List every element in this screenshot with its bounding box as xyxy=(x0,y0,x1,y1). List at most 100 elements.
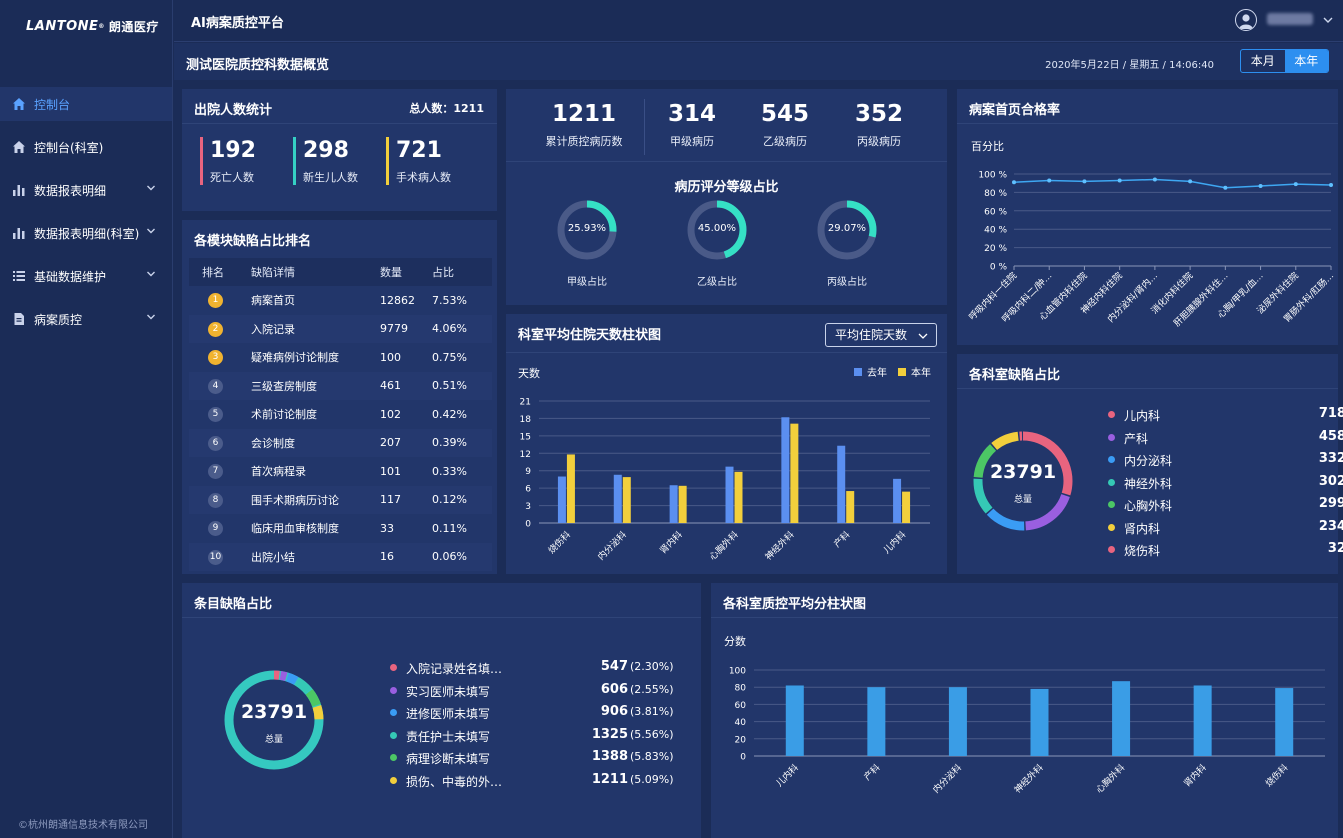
x-tick-label: 儿内科 xyxy=(773,762,801,790)
legend-dot xyxy=(390,664,397,671)
legend-value: 547 xyxy=(600,659,628,674)
card-title: 各模块缺陷占比排名 xyxy=(194,234,312,249)
table-row: 4 三级查房制度 461 0.51% xyxy=(189,371,492,400)
x-tick-label: 神经外科 xyxy=(1012,762,1046,796)
bar-this-year xyxy=(734,471,743,523)
legend-label: 损伤、中毒的外… xyxy=(406,774,503,789)
legend-dot xyxy=(390,709,397,716)
legend-value: 3024 xyxy=(1318,473,1343,489)
chevron-down-icon xyxy=(147,271,155,277)
legend-item: 实习医师未填写 606 (2.55%) xyxy=(390,682,674,699)
y-tick-label: 0 % xyxy=(990,263,1008,273)
defect-rank-table: 排名 缺陷详情 数量 占比 1 病案首页 12862 7.53% 2 入院记录 9779 4.… xyxy=(189,258,492,571)
legend-item: 烧伤科327(1.37%) xyxy=(1108,541,1343,558)
legend-label: 烧伤科 xyxy=(1124,544,1161,558)
legend-item: 责任护士未填写 1325 (5.56%) xyxy=(390,726,674,744)
defect-name: 术前讨论制度 xyxy=(251,408,317,422)
data-point xyxy=(1047,178,1052,183)
stat-deaths: 192 死亡人数 xyxy=(200,137,256,185)
y-tick-label: 100 xyxy=(729,667,746,677)
stat-grade-a: 314 甲级病历 xyxy=(652,101,732,149)
grade-label: 乙级占比 xyxy=(697,277,737,288)
stay-chart-card: 科室平均住院天数柱状图 平均住院天数 天数 去年 本年 0 3 6 9 12 15 18 21 烧伤科… xyxy=(506,314,947,574)
toggle-month[interactable]: 本月 xyxy=(1250,54,1275,68)
toggle-year[interactable]: 本年 xyxy=(1284,50,1328,72)
bar-last-year xyxy=(669,485,678,523)
legend-dot xyxy=(1108,456,1115,463)
sidebar-item-basic-data[interactable]: 基础数据维护 xyxy=(0,259,172,293)
score-chart-card: 各科室质控平均分柱状图 分数 0 20 40 60 80 100 儿内科 产科 内分泌科 神经外科 心… xyxy=(711,583,1338,838)
divider xyxy=(711,617,1338,618)
defect-count: 102 xyxy=(380,407,401,421)
sidebar-item-report[interactable]: 数据报表明细 xyxy=(0,173,172,207)
data-point xyxy=(1188,179,1193,184)
table-row: 8 围手术期病历讨论 117 0.12% xyxy=(189,485,492,514)
divider xyxy=(506,161,947,162)
data-point xyxy=(1012,180,1016,185)
donut-slice xyxy=(973,431,1073,531)
bar-last-year xyxy=(893,478,902,523)
table-row: 3 疑难病例讨论制度 100 0.75% xyxy=(189,343,492,372)
chevron-down-icon xyxy=(147,314,155,320)
rank-badge: 7 xyxy=(208,464,223,480)
stat-bar xyxy=(293,137,296,185)
home-icon xyxy=(12,97,26,111)
legend-item: 内分泌科3325(13.98%) xyxy=(1108,451,1343,468)
legend-value: 3325 xyxy=(1318,451,1343,466)
stat-grade-b: 545 乙级病历 xyxy=(745,101,825,149)
x-tick-label: 心胸外科 xyxy=(707,529,741,563)
defect-count: 33 xyxy=(380,521,394,535)
y-tick-label: 20 xyxy=(735,735,747,745)
chevron-down-icon[interactable] xyxy=(1323,16,1333,24)
document-icon xyxy=(12,312,26,326)
x-tick-label: 烧伤科 xyxy=(545,529,573,557)
defect-name: 三级查房制度 xyxy=(235,371,380,400)
sidebar-item-report-dept[interactable]: 数据报表明细(科室) xyxy=(0,216,172,250)
y-tick-label: 0 xyxy=(525,520,531,530)
copyright: ©杭州朗通信息技术有限公司 xyxy=(18,820,148,831)
legend-value: 4589 xyxy=(1318,428,1343,444)
y-tick-label: 40 xyxy=(735,718,747,728)
defect-name: 出院小结 xyxy=(235,542,380,571)
data-point xyxy=(1329,183,1333,188)
sidebar-item-label: 病案质控 xyxy=(34,312,83,327)
sidebar-item-label: 数据报表明细(科室) xyxy=(34,226,140,241)
legend-label: 内分泌科 xyxy=(1124,454,1173,468)
stat-bar xyxy=(386,137,389,185)
defect-pct: 0.75% xyxy=(432,350,467,364)
defect-count: 12862 xyxy=(380,293,415,307)
legend-value: 906 xyxy=(600,704,628,719)
data-point xyxy=(1117,178,1122,183)
stat-label: 死亡人数 xyxy=(210,171,254,184)
score-bar-chart: 分数 0 20 40 60 80 100 儿内科 产科 内分泌科 神经外科 心胸外科 肾内科 烧伤科 xyxy=(724,635,1325,796)
x-tick-label: 内分泌科 xyxy=(930,762,964,796)
rank-cell: 5 xyxy=(189,400,235,429)
card-title: 各科室缺陷占比 xyxy=(969,368,1061,383)
grade-value: 25.93% xyxy=(567,223,607,234)
metric-select[interactable]: 平均住院天数 xyxy=(825,323,937,347)
col-header: 占比 xyxy=(432,258,492,286)
defect-count: 117 xyxy=(380,485,432,514)
donut-total: 23791 xyxy=(240,701,308,723)
grade-donut xyxy=(557,200,617,260)
sidebar-item-dashboard-dept[interactable]: 控制台(科室) xyxy=(0,130,172,164)
stat-total-records: 1211 累计质控病历数 xyxy=(529,101,639,149)
rank-badge: 3 xyxy=(208,350,223,366)
legend-item: 入院记录姓名填… 547 (2.30%) xyxy=(390,659,674,676)
rank-cell: 10 xyxy=(189,542,235,571)
legend-value: 1325 xyxy=(591,726,628,742)
legend-dot xyxy=(390,686,397,694)
user-name-blurred[interactable] xyxy=(1267,13,1313,25)
table-row: 7 首次病程录 101 0.33% xyxy=(189,457,492,486)
legend-dot xyxy=(1108,411,1115,418)
sidebar-item-dashboard[interactable]: 控制台 xyxy=(0,87,172,121)
defect-pct: 0.51% xyxy=(432,371,492,400)
x-tick-label: 烧伤科 xyxy=(1263,762,1291,790)
chevron-down-icon xyxy=(147,228,155,234)
sidebar-item-quality[interactable]: 病案质控 xyxy=(0,302,172,336)
avatar[interactable] xyxy=(1235,9,1257,31)
bar xyxy=(1193,685,1212,756)
bar-last-year xyxy=(613,474,622,523)
y-tick-label: 40 % xyxy=(984,226,1007,236)
legend-label: 实习医师未填写 xyxy=(406,684,491,699)
